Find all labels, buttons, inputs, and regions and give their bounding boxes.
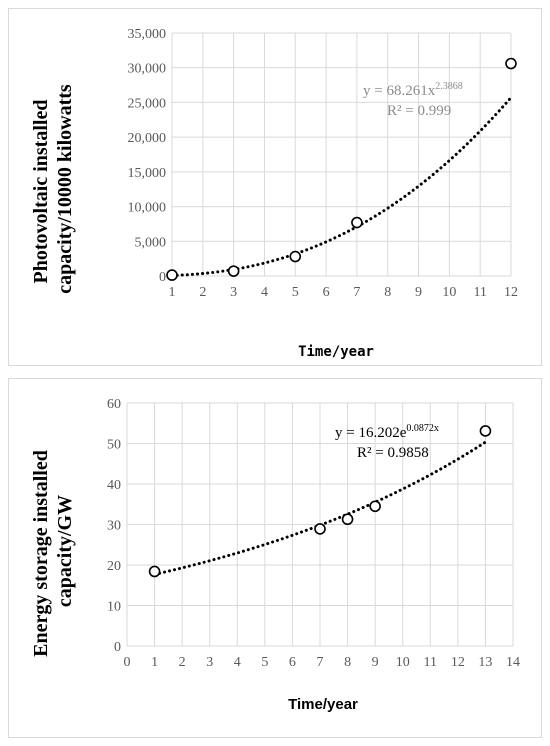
x-tick-label: 9: [415, 285, 422, 300]
y-axis-label-line-1: Photovoltaic installed: [30, 100, 52, 284]
y-axis-label-line-2: capacity/GW: [54, 495, 76, 607]
data-point: [227, 265, 240, 277]
x-tick-label: 3: [206, 655, 213, 670]
x-tick-label: 6: [289, 655, 296, 670]
x-tick-label: 5: [292, 285, 299, 300]
grid: [171, 32, 512, 277]
x-tick-labels: 0 1 2 3 4 5 6 7 8 9 10 11 12 13 14: [124, 655, 521, 670]
x-tick-label: 1: [169, 285, 176, 300]
x-tick-label: 1: [151, 655, 158, 670]
data-point: [369, 500, 381, 513]
x-tick-label: 3: [230, 285, 237, 300]
y-axis-label-line-1: Energy storage installed: [30, 450, 52, 657]
r-squared: R² = 0.9858: [357, 445, 429, 461]
y-tick-label: 25,000: [128, 96, 167, 111]
data-point: [166, 269, 178, 281]
equation-exponent: 2.3868: [435, 81, 463, 92]
x-tick-label: 2: [179, 655, 186, 670]
x-tick-label: 0: [124, 655, 131, 670]
y-tick-label: 10: [107, 600, 121, 615]
y-tick-label: 10,000: [128, 201, 167, 216]
y-tick-labels: 0 10 20 30 40 50 60: [107, 397, 121, 655]
trendline: [170, 96, 513, 278]
x-tick-label: 7: [317, 655, 324, 670]
x-tick-label: 8: [384, 285, 391, 300]
x-tick-label: 11: [424, 655, 437, 670]
y-tick-label: 30: [107, 519, 121, 534]
y-axis-label: Energy storage installed capacity/GW: [30, 445, 76, 657]
equation-prefix: y = 68.261x: [363, 83, 436, 99]
y-tick-label: 20,000: [128, 131, 167, 146]
x-tick-label: 12: [451, 655, 465, 670]
equation-exponent: 0.0872x: [406, 423, 439, 434]
y-tick-label: 0: [114, 640, 121, 655]
chart-panel-energy-storage: 0 10 20 30 40 50 60 0 1 2 3 4 5 6 7 8 9 10 11 12 13 14 y = 1…: [8, 378, 542, 738]
x-tick-label: 10: [442, 285, 456, 300]
y-tick-label: 35,000: [128, 27, 167, 42]
x-tick-label: 11: [473, 285, 486, 300]
x-tick-label: 9: [372, 655, 379, 670]
x-tick-label: 7: [353, 285, 360, 300]
data-point: [341, 513, 354, 526]
photovoltaic-chart: 0 5,000 10,000 15,000 20,000 25,000 30,000 35,0…: [30, 27, 519, 360]
y-tick-label: 0: [159, 270, 166, 285]
y-tick-label: 50: [107, 438, 121, 453]
data-points: [148, 425, 492, 578]
x-tick-label: 4: [261, 285, 268, 300]
x-tick-label: 6: [323, 285, 330, 300]
equation-prefix: y = 16.202e: [335, 425, 407, 441]
x-tick-labels: 1 2 3 4 5 6 7 8 9 10 11 12: [169, 285, 519, 300]
x-tick-label: 5: [261, 655, 268, 670]
trend-equation: y = 16.202e0.0872x: [335, 423, 439, 441]
x-axis-label: Time/year: [298, 344, 374, 360]
data-points: [166, 57, 517, 281]
data-point: [314, 523, 326, 535]
chart-panel-photovoltaic: 0 5,000 10,000 15,000 20,000 25,000 30,000 35,0…: [8, 8, 542, 366]
y-tick-label: 40: [107, 478, 121, 493]
trend-equation: y = 68.261x2.3868: [363, 81, 463, 99]
data-point: [505, 57, 517, 70]
x-tick-label: 4: [234, 655, 241, 670]
x-tick-label: 8: [344, 655, 351, 670]
grid: [126, 402, 514, 647]
y-axis-label: Photovoltaic installed capacity/10000 ki…: [30, 84, 76, 294]
x-tick-label: 10: [396, 655, 410, 670]
r-squared: R² = 0.999: [387, 103, 451, 119]
x-tick-label: 2: [199, 285, 206, 300]
y-axis-label-line-2: capacity/10000 kilowatts: [54, 84, 76, 294]
data-point: [479, 425, 492, 437]
x-tick-label: 12: [504, 285, 518, 300]
y-tick-label: 15,000: [128, 166, 167, 181]
data-point: [351, 216, 363, 229]
data-point: [148, 565, 161, 578]
y-tick-labels: 0 5,000 10,000 15,000 20,000 25,000 30,000 35,0…: [128, 27, 167, 285]
y-tick-label: 60: [107, 397, 121, 412]
y-tick-label: 5,000: [135, 235, 167, 250]
y-tick-label: 30,000: [128, 62, 167, 77]
data-point: [289, 250, 302, 263]
x-axis-label: Time/year: [288, 696, 358, 713]
x-tick-label: 14: [506, 655, 520, 670]
y-tick-label: 20: [107, 559, 121, 574]
x-tick-label: 13: [478, 655, 492, 670]
